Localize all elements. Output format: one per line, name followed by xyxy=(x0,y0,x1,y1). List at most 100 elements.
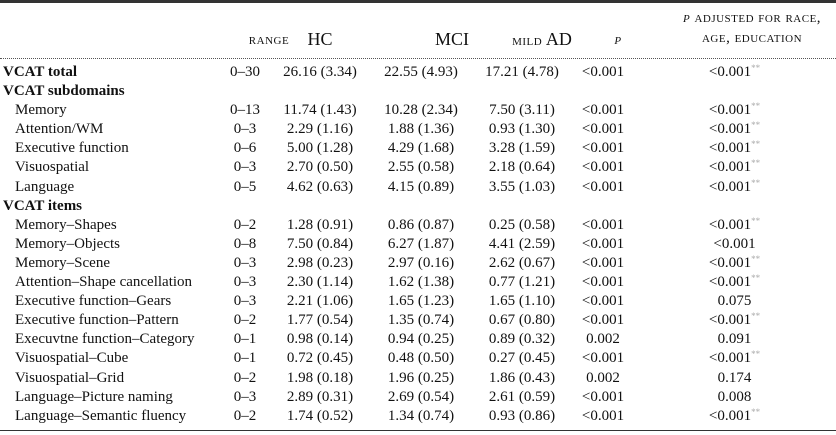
hc-cell: 5.00 (1.28) xyxy=(286,140,354,157)
hc-cell: 7.50 (0.84) xyxy=(286,235,354,252)
mci-cell: 2.55 (0.58) xyxy=(387,159,455,176)
row-label: Memory–Shapes xyxy=(15,216,117,233)
adjusted-p-value: <0.001 xyxy=(708,140,752,157)
range-cell: 0–6 xyxy=(233,140,257,157)
adjusted-p-value: <0.001 xyxy=(708,407,752,424)
table-row: Memory–Objects 0–8 7.50 (0.84) 6.27 (1.87) 4… xyxy=(0,235,836,254)
mild-ad-cell: 0.27 (0.45) xyxy=(488,350,556,367)
p-cell: <0.001 xyxy=(581,312,625,329)
adjusted-p-value: 0.091 xyxy=(717,331,752,348)
row-label: Attention–Shape cancellation xyxy=(15,274,193,291)
mci-cell: 10.28 (2.34) xyxy=(384,102,458,119)
adjusted-p-cell: <0.001** xyxy=(633,216,836,235)
p-cell: <0.001 xyxy=(581,64,625,80)
top-rule xyxy=(0,0,836,3)
mild-ad-cell: 0.93 (1.30) xyxy=(488,121,556,138)
adjusted-p-cell: <0.001** xyxy=(633,407,836,426)
range-cell: 0–3 xyxy=(233,274,257,291)
significance-marker: ** xyxy=(751,253,761,264)
header-adjusted-p: p adjusted for race, age, education xyxy=(668,8,836,48)
section-header-row: VCAT subdomains xyxy=(0,82,836,101)
row-label: VCAT subdomains xyxy=(3,83,125,100)
mild-ad-cell: 3.55 (1.03) xyxy=(488,178,556,195)
adjusted-p-value: <0.001 xyxy=(713,235,756,252)
mild-ad-cell: 0.89 (0.32) xyxy=(488,331,556,348)
p-cell: <0.001 xyxy=(581,159,625,176)
hc-cell: 2.89 (0.31) xyxy=(286,388,354,405)
table-row: Language–Semantic fluency 0–2 1.74 (0.52) 1… xyxy=(0,407,836,426)
range-cell: 0–1 xyxy=(233,350,257,367)
significance-marker: ** xyxy=(751,139,761,150)
mci-cell: 0.48 (0.50) xyxy=(387,350,455,367)
hc-cell: 2.70 (0.50) xyxy=(286,159,354,176)
hc-cell: 4.62 (0.63) xyxy=(286,178,354,195)
significance-marker: ** xyxy=(751,406,761,417)
table-row: Memory–Scene 0–3 2.98 (0.23) 2.97 (0.16) 2.6… xyxy=(0,254,836,273)
row-label: Memory–Scene xyxy=(15,254,110,271)
hc-cell: 1.74 (0.52) xyxy=(286,407,354,424)
row-label: Visuospatial–Cube xyxy=(15,350,129,367)
range-cell: 0–2 xyxy=(233,369,257,386)
adjusted-p-value: 0.075 xyxy=(717,293,752,310)
table-row: Attention–Shape cancellation 0–3 2.30 (1.1… xyxy=(0,273,836,292)
mci-cell: 2.97 (0.16) xyxy=(387,254,455,271)
adjusted-p-cell: <0.001** xyxy=(633,273,836,292)
adjusted-p-value: <0.001 xyxy=(708,350,752,367)
significance-marker: ** xyxy=(751,63,761,73)
p-cell: <0.001 xyxy=(581,293,625,310)
row-label: Memory xyxy=(15,102,67,119)
mild-ad-cell: 1.86 (0.43) xyxy=(488,369,556,386)
header-mild: mild xyxy=(512,33,543,49)
mci-cell: 4.15 (0.89) xyxy=(387,178,455,195)
header-p: p xyxy=(614,32,622,48)
row-label: Execuvtne function–Category xyxy=(15,331,195,348)
row-label: Executive function xyxy=(15,140,129,157)
mild-ad-cell: 17.21 (4.78) xyxy=(485,64,559,80)
table-row: Executive function–Pattern 0–2 1.77 (0.54)… xyxy=(0,311,836,330)
header-divider xyxy=(0,58,836,59)
mci-cell: 6.27 (1.87) xyxy=(387,235,455,252)
range-cell: 0–2 xyxy=(233,312,257,329)
mild-ad-cell: 2.61 (0.59) xyxy=(488,388,556,405)
range-cell: 0–2 xyxy=(233,216,257,233)
row-label: Language–Picture naming xyxy=(15,388,173,405)
adjusted-p-cell: <0.001 xyxy=(633,235,836,254)
range-cell: 0–3 xyxy=(233,159,257,176)
adjusted-p-value: 0.174 xyxy=(717,369,752,386)
table-row: Visuospatial–Cube 0–1 0.72 (0.45) 0.48 (0.5… xyxy=(0,349,836,368)
hc-cell: 1.77 (0.54) xyxy=(286,312,354,329)
mild-ad-cell: 0.77 (1.21) xyxy=(488,274,556,291)
adjusted-p-value: <0.001 xyxy=(708,312,752,329)
adjusted-p-cell: 0.075 xyxy=(633,292,836,311)
mild-ad-cell: 3.28 (1.59) xyxy=(488,140,556,157)
mild-ad-cell: 2.62 (0.67) xyxy=(488,254,556,271)
table-row: Memory–Shapes 0–2 1.28 (0.91) 0.86 (0.87) 0.… xyxy=(0,216,836,235)
row-label: Visuospatial xyxy=(15,159,90,176)
p-cell: <0.001 xyxy=(581,254,625,271)
significance-marker: ** xyxy=(751,120,761,131)
range-cell: 0–3 xyxy=(233,293,257,310)
hc-cell: 2.21 (1.06) xyxy=(286,293,354,310)
header-adj-line2: age, education xyxy=(701,30,803,46)
range-cell: 0–3 xyxy=(233,254,257,271)
header-ad: AD xyxy=(545,29,572,49)
significance-marker: ** xyxy=(751,101,761,112)
p-cell: <0.001 xyxy=(581,407,625,424)
adjusted-p-cell: <0.001** xyxy=(633,178,836,197)
adjusted-p-cell: <0.001** xyxy=(633,139,836,158)
adjusted-p-value: <0.001 xyxy=(708,216,752,233)
adjusted-p-cell: <0.001** xyxy=(633,63,836,82)
table-row: Memory 0–13 11.74 (1.43) 10.28 (2.34) 7.50 (… xyxy=(0,101,836,120)
adjusted-p-cell: <0.001** xyxy=(633,101,836,120)
significance-marker: ** xyxy=(751,349,761,360)
adjusted-p-value: <0.001 xyxy=(708,159,752,176)
p-cell: <0.001 xyxy=(581,102,625,119)
adjusted-p-cell: <0.001** xyxy=(633,158,836,177)
adjusted-p-value: <0.001 xyxy=(708,64,752,80)
adjusted-p-cell: 0.008 xyxy=(633,388,836,407)
hc-cell: 0.98 (0.14) xyxy=(286,331,354,348)
mci-cell: 1.88 (1.36) xyxy=(387,121,455,138)
table-row: VCAT total 0–30 26.16 (3.34) 22.55 (4.93) 17… xyxy=(0,63,836,82)
p-cell: <0.001 xyxy=(581,140,625,157)
significance-marker: ** xyxy=(751,273,761,284)
